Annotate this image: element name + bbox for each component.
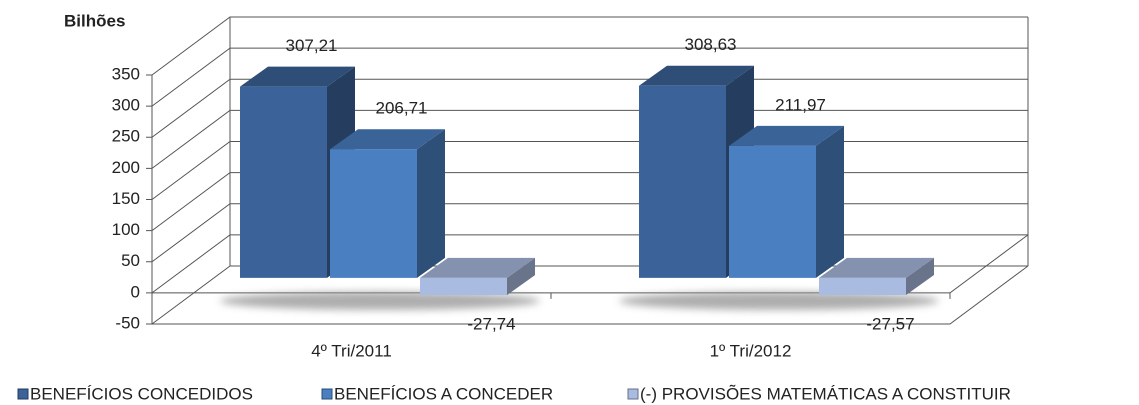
- shadow: [619, 291, 939, 310]
- floor: [152, 265, 1029, 325]
- y-tick-label: 200: [112, 158, 140, 177]
- bar-side: [906, 257, 934, 296]
- y-tick-label: 100: [112, 220, 140, 239]
- y-tick-label: 350: [112, 64, 140, 83]
- legend-swatch: [627, 388, 639, 400]
- y-tick-label: -50: [115, 313, 140, 332]
- y-tick-label: 0: [131, 282, 140, 301]
- x-tick-label: 1º Tri/2012: [710, 341, 792, 360]
- bar-front: [819, 277, 906, 296]
- bar: [330, 129, 445, 278]
- legend-label: BENEFÍCIOS CONCEDIDOS: [30, 384, 253, 403]
- grid-line: [151, 16, 1028, 76]
- bar-side: [507, 257, 535, 296]
- bar-top: [729, 125, 844, 146]
- bar: [819, 257, 934, 296]
- bar-side: [816, 125, 844, 278]
- x-tick-label: 4º Tri/2011: [311, 341, 392, 360]
- bar-front: [330, 149, 417, 278]
- bar-front: [420, 277, 507, 296]
- legend-label: (-) PROVISÕES MATEMÁTICAS A CONSTITUIR: [640, 384, 1011, 403]
- y-tick-label: 300: [112, 96, 140, 115]
- shadow: [220, 291, 540, 310]
- bar-front: [240, 86, 327, 278]
- data-label: 307,21: [286, 36, 338, 55]
- bar-top: [639, 65, 754, 86]
- data-label: 308,63: [685, 35, 737, 54]
- bar-top: [330, 129, 445, 150]
- data-label: 211,97: [775, 95, 826, 114]
- bar: [729, 125, 844, 278]
- bar-top: [819, 257, 934, 278]
- bar-top: [420, 257, 535, 278]
- data-label: -27,74: [467, 315, 515, 334]
- bar-front: [639, 85, 726, 278]
- y-tick-label: 250: [112, 127, 140, 146]
- bar-side: [417, 129, 445, 278]
- y-axis-label: Bilhões: [64, 11, 125, 30]
- data-label: -27,57: [866, 315, 914, 334]
- bar-front: [729, 145, 816, 278]
- legend-swatch: [17, 388, 29, 400]
- bar: [420, 257, 535, 296]
- legend-label: BENEFÍCIOS A CONCEDER: [334, 384, 553, 403]
- y-tick-label: 150: [112, 189, 140, 208]
- legend-swatch: [321, 388, 333, 400]
- y-tick-label: 50: [121, 251, 140, 270]
- bar-top: [240, 66, 355, 87]
- data-label: 206,71: [376, 99, 428, 118]
